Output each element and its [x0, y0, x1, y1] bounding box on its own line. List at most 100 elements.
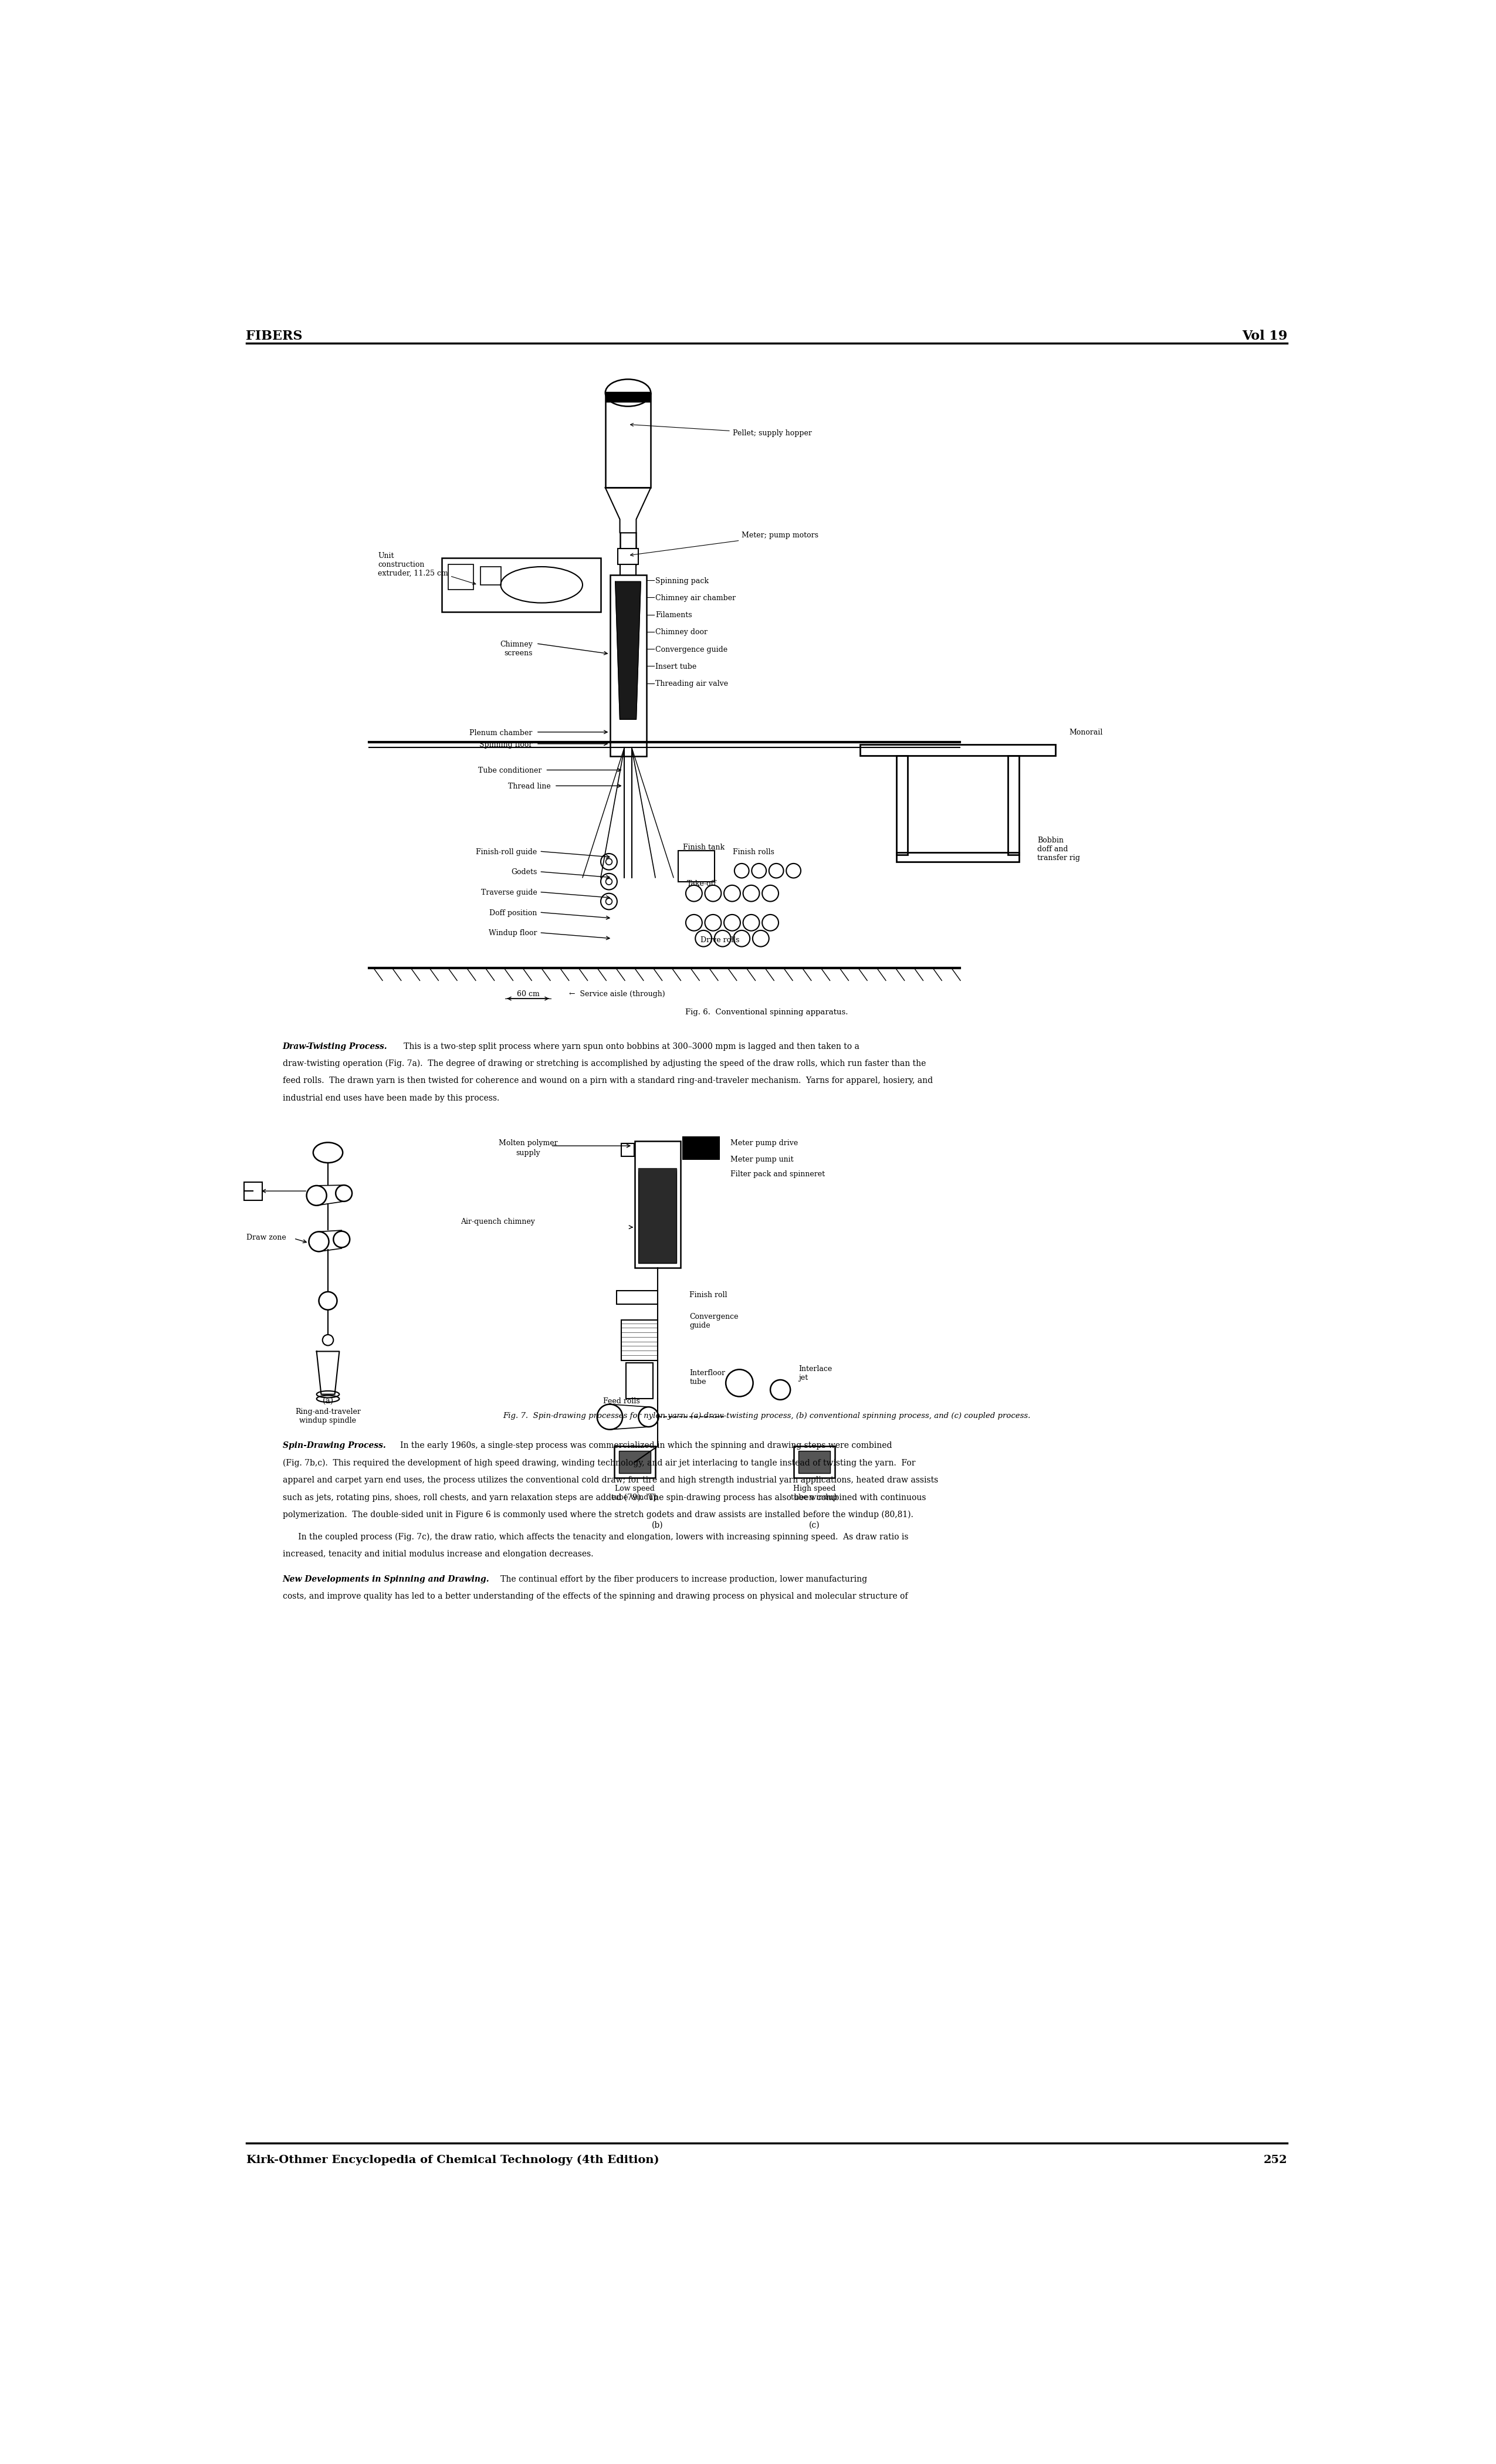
Bar — [682, 1136, 720, 1161]
Bar — [618, 549, 637, 564]
Text: Chimney
screens: Chimney screens — [500, 641, 533, 658]
Text: Convergence guide: Convergence guide — [655, 646, 727, 653]
Text: High speed
tube windup: High speed tube windup — [791, 1486, 838, 1501]
Text: Doff position: Doff position — [489, 909, 537, 917]
Text: Finish tank: Finish tank — [682, 843, 724, 850]
Text: feed rolls.  The drawn yarn is then twisted for coherence and wound on a pirn wi: feed rolls. The drawn yarn is then twist… — [283, 1077, 932, 1084]
Text: Air-quench chimney: Air-quench chimney — [461, 1217, 536, 1225]
Text: Finish roll: Finish roll — [690, 1291, 727, 1299]
Text: Filaments: Filaments — [655, 611, 693, 618]
Text: 252: 252 — [1264, 2154, 1287, 2166]
Text: Vol 19: Vol 19 — [1242, 330, 1287, 342]
Bar — [639, 1168, 676, 1264]
Bar — [449, 564, 473, 589]
Text: Bobbin
doff and
transfer rig: Bobbin doff and transfer rig — [1037, 838, 1080, 862]
Bar — [615, 1446, 655, 1478]
Text: In the early 1960s, a single-step process was commercialized in which the spinni: In the early 1960s, a single-step proces… — [392, 1441, 892, 1449]
Text: Insert tube: Insert tube — [655, 663, 697, 670]
Text: Finish-roll guide: Finish-roll guide — [476, 848, 537, 855]
Text: (b): (b) — [652, 1520, 663, 1530]
Text: polymerization.  The double-sided unit in Figure 6 is commonly used where the st: polymerization. The double-sided unit in… — [283, 1510, 913, 1518]
Text: Spin-Drawing Process.: Spin-Drawing Process. — [283, 1441, 386, 1449]
Text: (Fig. 7b,c).  This required the development of high speed drawing, winding techn: (Fig. 7b,c). This required the developme… — [283, 1459, 916, 1469]
Bar — [860, 744, 1055, 756]
Bar — [621, 1143, 634, 1156]
Bar — [610, 574, 646, 756]
Text: Meter pump unit: Meter pump unit — [730, 1156, 793, 1163]
Text: Plenum chamber: Plenum chamber — [470, 729, 533, 737]
Text: Low speed
tube windup: Low speed tube windup — [612, 1486, 658, 1501]
Polygon shape — [615, 582, 640, 719]
Text: This is a two-step split process where yarn spun onto bobbins at 300–3000 mpm is: This is a two-step split process where y… — [396, 1042, 860, 1050]
Text: Fig. 7.  Spin-drawing processes for nylon yarn: (a) draw-twisting process, (b) c: Fig. 7. Spin-drawing processes for nylon… — [503, 1412, 1031, 1419]
Text: ←  Service aisle (through): ← Service aisle (through) — [568, 991, 664, 998]
Text: Spinning pack: Spinning pack — [655, 577, 709, 584]
Text: Kirk-Othmer Encyclopedia of Chemical Technology (4th Edition): Kirk-Othmer Encyclopedia of Chemical Tec… — [247, 2154, 658, 2166]
Bar — [625, 1363, 654, 1400]
Text: Meter pump drive: Meter pump drive — [730, 1138, 797, 1146]
Text: In the coupled process (Fig. 7c), the draw ratio, which affects the tenacity and: In the coupled process (Fig. 7c), the dr… — [283, 1533, 908, 1542]
Text: Filter pack and spinneret: Filter pack and spinneret — [730, 1170, 824, 1178]
Text: New Developments in Spinning and Drawing.: New Developments in Spinning and Drawing… — [283, 1574, 489, 1584]
Bar — [244, 1183, 262, 1200]
Bar — [619, 1451, 651, 1473]
Bar — [896, 853, 1019, 862]
Polygon shape — [606, 488, 651, 532]
Text: Chimney air chamber: Chimney air chamber — [655, 594, 736, 601]
Text: FIBERS: FIBERS — [247, 330, 302, 342]
Bar — [441, 557, 601, 611]
Text: Threading air valve: Threading air valve — [655, 680, 729, 687]
Bar — [799, 1451, 830, 1473]
Text: Take-off: Take-off — [687, 880, 717, 887]
Bar — [634, 1141, 681, 1269]
Bar — [896, 756, 908, 855]
Text: Tube conditioner: Tube conditioner — [479, 766, 542, 774]
Bar — [1008, 756, 1019, 855]
Text: Spinning floor: Spinning floor — [480, 742, 533, 749]
Polygon shape — [317, 1350, 340, 1395]
Text: Traverse guide: Traverse guide — [480, 890, 537, 897]
Text: Convergence
guide: Convergence guide — [690, 1313, 739, 1331]
Text: The continual effort by the fiber producers to increase production, lower manufa: The continual effort by the fiber produc… — [492, 1574, 866, 1584]
Text: draw-twisting operation (Fig. 7a).  The degree of drawing or stretching is accom: draw-twisting operation (Fig. 7a). The d… — [283, 1060, 926, 1067]
Ellipse shape — [501, 567, 582, 604]
Text: such as jets, rotating pins, shoes, roll chests, and yarn relaxation steps are a: such as jets, rotating pins, shoes, roll… — [283, 1493, 926, 1501]
Text: Fig. 6.  Conventional spinning apparatus.: Fig. 6. Conventional spinning apparatus. — [685, 1008, 848, 1015]
Bar — [621, 1321, 658, 1360]
Text: Draw zone: Draw zone — [247, 1234, 286, 1242]
Text: Unit
construction
extruder, 11.25 cm: Unit construction extruder, 11.25 cm — [378, 552, 476, 584]
Ellipse shape — [606, 379, 651, 407]
Bar — [480, 567, 501, 584]
Text: Draw-Twisting Process.: Draw-Twisting Process. — [283, 1042, 387, 1050]
Text: (a): (a) — [322, 1397, 334, 1404]
Text: Finish rolls: Finish rolls — [733, 848, 775, 855]
Bar — [616, 1291, 658, 1303]
Text: costs, and improve quality has led to a better understanding of the effects of t: costs, and improve quality has led to a … — [283, 1592, 908, 1602]
Text: industrial end uses have been made by this process.: industrial end uses have been made by th… — [283, 1094, 500, 1101]
Text: apparel and carpet yarn end uses, the process utilizes the conventional cold dra: apparel and carpet yarn end uses, the pr… — [283, 1476, 938, 1483]
Text: Interfloor
tube: Interfloor tube — [690, 1370, 726, 1385]
Text: Pellet; supply hopper: Pellet; supply hopper — [630, 424, 812, 436]
Text: (c): (c) — [809, 1520, 820, 1530]
Text: supply: supply — [516, 1148, 540, 1156]
Bar — [619, 554, 636, 562]
Bar — [606, 392, 651, 488]
Text: Ring-and-traveler
windup spindle: Ring-and-traveler windup spindle — [295, 1407, 361, 1424]
Text: Chimney door: Chimney door — [655, 628, 708, 636]
Text: Meter; pump motors: Meter; pump motors — [630, 532, 818, 557]
Text: Drive rolls: Drive rolls — [700, 936, 741, 944]
Bar — [794, 1446, 835, 1478]
Text: Interlace
jet: Interlace jet — [799, 1365, 832, 1382]
Text: Feed rolls: Feed rolls — [603, 1397, 640, 1404]
Bar — [619, 562, 636, 577]
Text: Windup floor: Windup floor — [489, 929, 537, 936]
Bar — [619, 564, 636, 579]
Polygon shape — [639, 1168, 676, 1254]
Text: Godets: Godets — [512, 867, 537, 877]
Text: 60 cm: 60 cm — [516, 991, 540, 998]
Bar — [606, 392, 651, 402]
Text: Thread line: Thread line — [509, 784, 551, 791]
Text: Molten polymer: Molten polymer — [498, 1138, 558, 1146]
Text: increased, tenacity and initial modulus increase and elongation decreases.: increased, tenacity and initial modulus … — [283, 1550, 592, 1557]
Text: Monorail: Monorail — [1070, 729, 1103, 737]
